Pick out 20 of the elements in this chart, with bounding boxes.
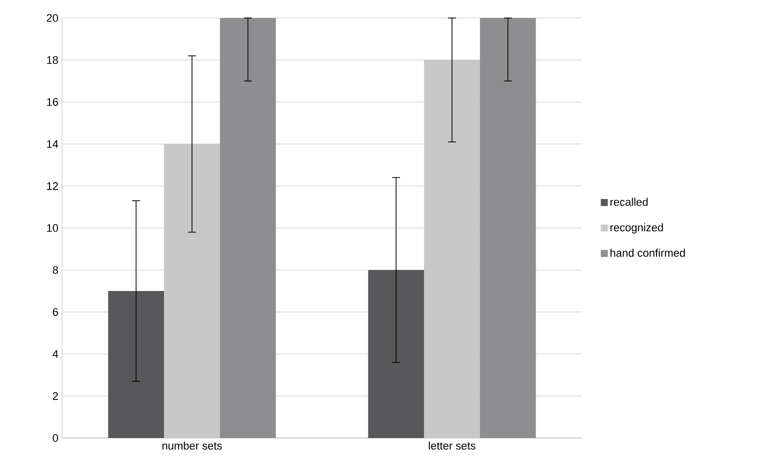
bar (220, 18, 276, 438)
legend-label: hand confirmed (610, 248, 685, 257)
x-tick-label: number sets (162, 442, 222, 450)
y-tick-label: 14 (47, 140, 58, 148)
x-tick-label: letter sets (428, 442, 476, 450)
legend-label: recognized (610, 223, 663, 234)
y-tick-label: 2 (52, 392, 58, 400)
y-tick-label: 6 (52, 308, 58, 316)
y-tick-label: 16 (47, 98, 58, 106)
bar (424, 60, 480, 438)
bar (480, 18, 536, 438)
y-tick-label: 4 (52, 350, 58, 358)
y-tick-label: 18 (47, 56, 58, 64)
y-tick-label: 10 (47, 224, 58, 232)
y-tick-label: 20 (46, 14, 58, 22)
y-tick-label: 8 (52, 266, 58, 274)
bar (164, 144, 220, 438)
y-tick-label: 12 (47, 182, 58, 190)
y-tick-label: 0 (52, 434, 58, 442)
legend-label: recalled (610, 198, 648, 206)
